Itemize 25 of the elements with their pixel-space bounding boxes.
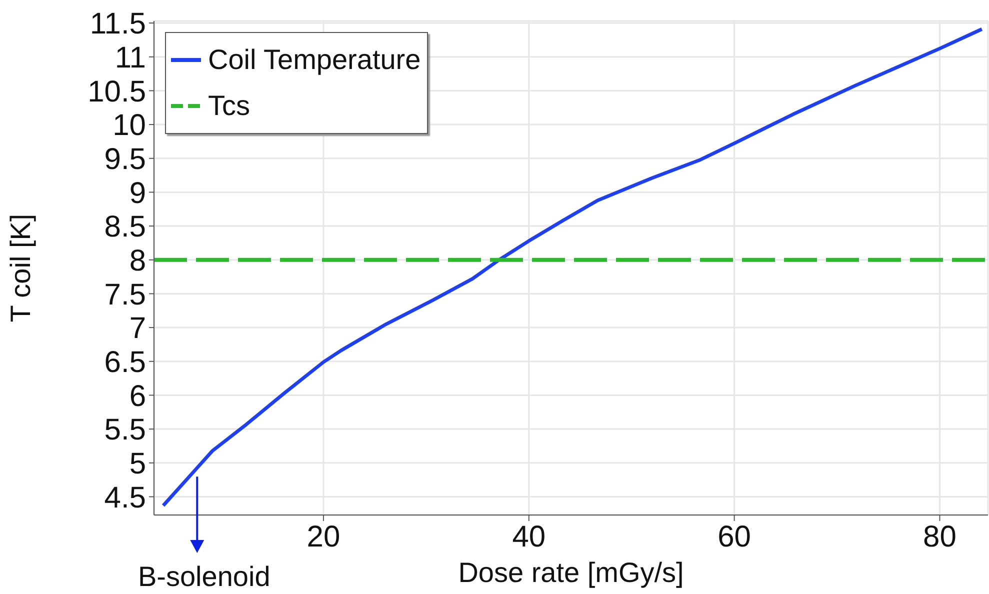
y-tick-label: 11 [114, 42, 146, 75]
x-tick-label: 80 [923, 520, 956, 554]
y-tick-label: 7 [129, 312, 146, 346]
legend-label: Coil Temperature [208, 44, 421, 76]
line-series [161, 27, 984, 508]
y-tick-label: 7.5 [104, 278, 146, 312]
y-tick-label: 10 [112, 109, 146, 142]
annotation: B-solenoid [138, 561, 270, 592]
y-tick-label: 4.5 [104, 481, 146, 514]
x-tick-label: 40 [512, 520, 546, 554]
y-tick-label: 9 [129, 176, 146, 210]
legend-label: Tcs [208, 90, 250, 122]
y-tick-label: 8.5 [104, 210, 146, 244]
y-tick-label: 5.5 [104, 414, 146, 447]
x-tick-label: 20 [306, 520, 340, 554]
y-tick-label: 5 [129, 448, 146, 481]
y-axis-title: T coil [K] [4, 214, 36, 322]
y-tick-label: 6 [129, 380, 146, 413]
x-axis-title: Dose rate [mGy/s] [458, 557, 684, 588]
y-tick-label: 8 [129, 244, 146, 278]
y-tick-label: 9.5 [104, 143, 146, 176]
x-tick-label: 60 [718, 520, 751, 554]
y-tick-label: 11.5 [90, 8, 146, 41]
y-tick-label: 6.5 [104, 346, 146, 380]
y-tick-label: 10.5 [88, 75, 146, 108]
